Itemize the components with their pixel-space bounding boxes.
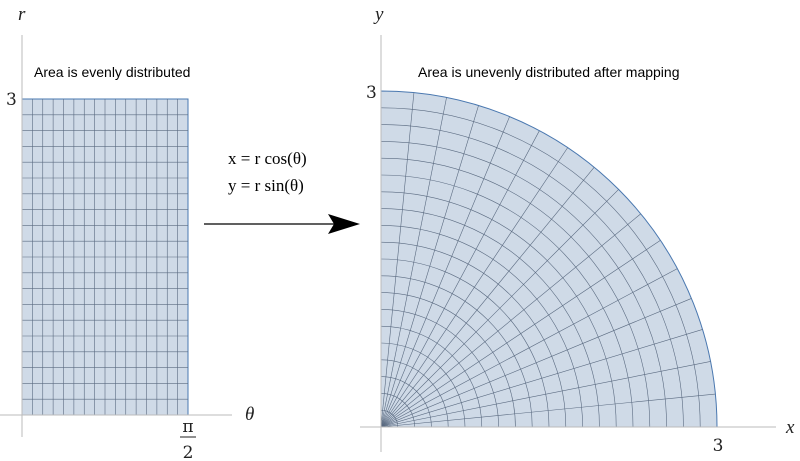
- tick-label: 3: [6, 90, 17, 110]
- axis-label: r: [18, 4, 26, 25]
- equation: y = r sin(θ): [228, 176, 304, 195]
- grid-line: [380, 359, 449, 428]
- grid-line: [380, 208, 600, 428]
- grid-line: [380, 393, 415, 428]
- tick-label: 3: [713, 436, 724, 456]
- grid-line: [380, 325, 483, 428]
- arrow-head: [328, 214, 360, 234]
- grid-line: [380, 225, 583, 428]
- grid-line: [380, 191, 617, 428]
- tick-label: 2: [183, 443, 194, 461]
- grid-line: [380, 409, 399, 428]
- tick-label: 3: [366, 83, 377, 103]
- grid-line: [380, 241, 567, 428]
- grid-line: [380, 258, 550, 428]
- grids: [21, 90, 718, 428]
- grid-line: [380, 141, 667, 428]
- axis-label: x: [785, 417, 795, 438]
- grid-line: [380, 376, 432, 428]
- axis-label: θ: [245, 404, 254, 425]
- axis-label: y: [373, 4, 384, 25]
- grid-line: [380, 342, 466, 428]
- grid-line: [380, 292, 516, 428]
- grid-line: [380, 174, 634, 428]
- equation: x = r cos(θ): [228, 149, 307, 168]
- caption: Area is unevenly distributed after mappi…: [418, 64, 679, 80]
- grid-line: [380, 275, 533, 428]
- grid-line: [380, 124, 684, 428]
- grid-line: [380, 309, 499, 428]
- caption: Area is evenly distributed: [34, 64, 190, 80]
- grid-line: [380, 157, 651, 428]
- tick-label: π: [182, 417, 193, 437]
- grid-line: [380, 107, 701, 428]
